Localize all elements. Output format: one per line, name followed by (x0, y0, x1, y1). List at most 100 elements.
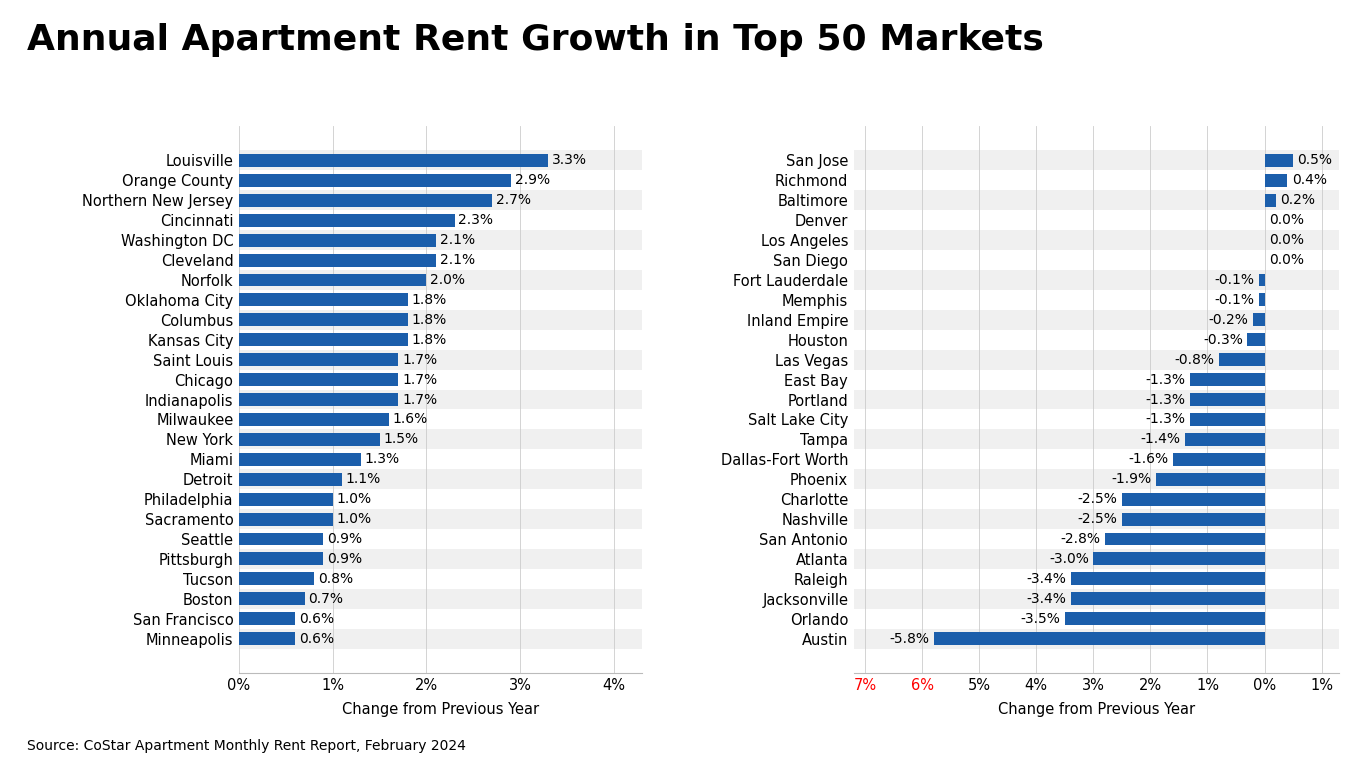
Bar (1190, 393, 1265, 406)
Bar (239, 214, 455, 227)
Bar (239, 629, 642, 648)
Text: 0.9%: 0.9% (326, 532, 362, 546)
Text: 1.8%: 1.8% (411, 333, 447, 347)
Bar (239, 552, 324, 565)
Bar (854, 509, 1339, 529)
Text: -3.0%: -3.0% (1049, 552, 1089, 566)
Bar (854, 170, 1339, 190)
Text: -1.3%: -1.3% (1146, 412, 1186, 426)
Bar (1105, 533, 1265, 546)
Bar (239, 290, 642, 310)
Text: -3.5%: -3.5% (1020, 612, 1060, 626)
Text: -0.3%: -0.3% (1203, 333, 1243, 347)
Bar (239, 489, 642, 509)
Bar (854, 250, 1339, 270)
Bar (239, 612, 295, 626)
Bar (239, 449, 642, 470)
Text: 1.7%: 1.7% (402, 393, 437, 406)
Bar (239, 632, 295, 645)
Text: 1.5%: 1.5% (384, 432, 418, 447)
Text: 2.3%: 2.3% (459, 213, 493, 228)
Bar (854, 489, 1339, 509)
Bar (1253, 314, 1265, 326)
Bar (1121, 513, 1265, 526)
Bar (239, 250, 642, 270)
Bar (239, 230, 642, 250)
Bar (1265, 194, 1276, 207)
Text: -1.4%: -1.4% (1141, 432, 1180, 447)
Bar (1265, 174, 1287, 187)
Bar (1259, 273, 1265, 286)
Bar (239, 210, 642, 230)
Bar (854, 569, 1339, 589)
Bar (239, 154, 548, 167)
Text: 2.1%: 2.1% (440, 233, 475, 247)
Text: -2.5%: -2.5% (1078, 512, 1117, 526)
Text: 1.0%: 1.0% (336, 512, 372, 526)
Bar (1156, 473, 1265, 486)
Text: Annual Apartment Rent Growth in Top 50 Markets: Annual Apartment Rent Growth in Top 50 M… (27, 23, 1044, 57)
Bar (239, 170, 642, 190)
Bar (239, 492, 333, 505)
Bar (239, 413, 389, 426)
Text: 0.0%: 0.0% (1269, 253, 1305, 267)
Bar (1071, 592, 1265, 605)
Bar (239, 592, 305, 605)
Text: -1.9%: -1.9% (1112, 473, 1152, 486)
Bar (239, 370, 642, 390)
Bar (854, 470, 1339, 489)
Text: -0.1%: -0.1% (1214, 273, 1254, 287)
Text: -3.4%: -3.4% (1026, 572, 1065, 586)
Bar (239, 509, 642, 529)
Bar (1259, 294, 1265, 307)
Text: -1.6%: -1.6% (1128, 452, 1169, 466)
Bar (239, 353, 399, 366)
Bar (1071, 572, 1265, 585)
Bar (1265, 154, 1294, 167)
Bar (239, 314, 407, 326)
Text: -0.2%: -0.2% (1209, 313, 1249, 326)
Bar (239, 190, 642, 210)
Bar (854, 589, 1339, 609)
Bar (854, 270, 1339, 290)
Bar (239, 429, 642, 449)
Bar (239, 569, 642, 589)
Text: 1.7%: 1.7% (402, 373, 437, 387)
Bar (854, 370, 1339, 390)
Bar (239, 533, 324, 546)
Text: -1.3%: -1.3% (1146, 393, 1186, 406)
Bar (239, 549, 642, 569)
Bar (1247, 333, 1265, 346)
Bar (239, 294, 407, 307)
Bar (854, 210, 1339, 230)
Bar (239, 174, 511, 187)
Text: -1.3%: -1.3% (1146, 373, 1186, 387)
Bar (239, 513, 333, 526)
Bar (1184, 433, 1265, 446)
Bar (1093, 552, 1265, 565)
Text: 0.6%: 0.6% (299, 632, 335, 645)
Text: -2.8%: -2.8% (1060, 532, 1100, 546)
Bar (1190, 373, 1265, 386)
Bar (854, 230, 1339, 250)
Text: -5.8%: -5.8% (889, 632, 929, 645)
Bar (239, 373, 399, 386)
Text: 2.9%: 2.9% (515, 174, 549, 187)
Bar (239, 310, 642, 330)
Bar (854, 190, 1339, 210)
Bar (1065, 612, 1265, 626)
Bar (854, 529, 1339, 549)
Text: 2.1%: 2.1% (440, 253, 475, 267)
Bar (239, 151, 642, 170)
Bar (239, 609, 642, 629)
Text: 0.5%: 0.5% (1298, 154, 1333, 167)
Bar (1121, 492, 1265, 505)
Text: 0.0%: 0.0% (1269, 213, 1305, 228)
Bar (854, 310, 1339, 330)
Text: 0.2%: 0.2% (1280, 193, 1315, 207)
Bar (239, 390, 642, 409)
Bar (854, 549, 1339, 569)
X-axis label: Change from Previous Year: Change from Previous Year (997, 702, 1195, 717)
Bar (1173, 453, 1265, 466)
Text: 1.7%: 1.7% (402, 352, 437, 367)
